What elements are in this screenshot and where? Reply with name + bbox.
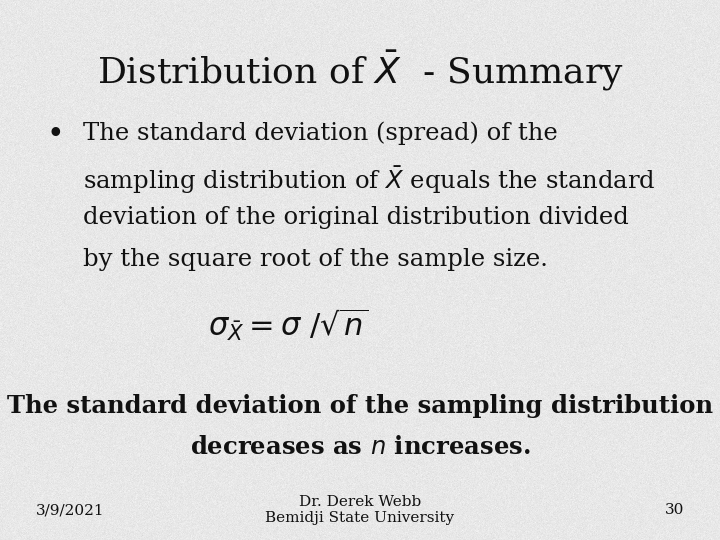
- Text: 3/9/2021: 3/9/2021: [36, 503, 104, 517]
- Text: Distribution of $\bar{X}$  - Summary: Distribution of $\bar{X}$ - Summary: [96, 49, 624, 93]
- Text: by the square root of the sample size.: by the square root of the sample size.: [83, 248, 548, 271]
- Text: $\sigma_{\bar{X}} = \sigma \ / \sqrt{n}$: $\sigma_{\bar{X}} = \sigma \ / \sqrt{n}$: [208, 306, 368, 343]
- Text: 30: 30: [665, 503, 684, 517]
- Text: decreases as $n$ increases.: decreases as $n$ increases.: [189, 435, 531, 458]
- Text: The standard deviation (spread) of the: The standard deviation (spread) of the: [83, 122, 557, 145]
- Text: •: •: [47, 122, 64, 150]
- Text: deviation of the original distribution divided: deviation of the original distribution d…: [83, 206, 629, 229]
- Text: sampling distribution of $\bar{X}$ equals the standard: sampling distribution of $\bar{X}$ equal…: [83, 164, 655, 195]
- Text: Dr. Derek Webb: Dr. Derek Webb: [299, 495, 421, 509]
- Text: Bemidji State University: Bemidji State University: [266, 511, 454, 525]
- Text: The standard deviation of the sampling distribution: The standard deviation of the sampling d…: [7, 394, 713, 418]
